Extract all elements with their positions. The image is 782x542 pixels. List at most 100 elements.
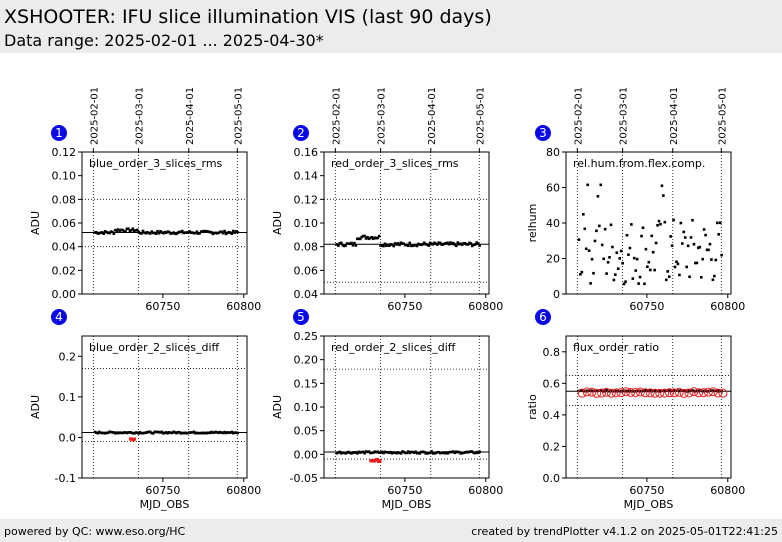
data-point (583, 227, 587, 231)
data-point (118, 229, 121, 233)
parameter-label: blue_order_3_slices_rms (89, 157, 223, 170)
data-point (194, 231, 197, 235)
y-tick-label: 0.16 (294, 146, 319, 159)
data-point (182, 431, 186, 435)
data-point (166, 230, 170, 234)
x-tick-label: 60750 (629, 484, 664, 497)
data-point (335, 451, 339, 455)
data-point (672, 218, 675, 222)
x-tick-label: 60800 (468, 484, 503, 497)
data-point (130, 431, 133, 434)
data-point (434, 242, 438, 245)
data-point (114, 431, 117, 435)
data-point (691, 218, 694, 222)
flagged-point (699, 388, 708, 398)
x-tick-label: 60800 (710, 484, 745, 497)
data-point (634, 389, 638, 393)
panel-number: 1 (55, 126, 63, 140)
data-point (695, 389, 699, 392)
data-point (593, 239, 597, 243)
plot-frame (323, 151, 490, 295)
data-point (221, 431, 225, 435)
data-point (105, 431, 108, 435)
data-point (95, 431, 98, 434)
data-point (96, 232, 100, 235)
data-point (140, 431, 143, 435)
data-point (456, 450, 460, 454)
data-point (99, 231, 103, 234)
data-point (175, 431, 178, 435)
data-point (134, 431, 138, 434)
data-point (609, 223, 613, 227)
y-axis-label: ADU (271, 395, 284, 419)
data-point (583, 389, 587, 393)
data-point (151, 231, 155, 235)
x-axis-label: MJD_OBS (624, 498, 674, 511)
data-point (202, 431, 206, 435)
data-point (689, 236, 693, 239)
data-point (164, 431, 168, 434)
x-tick-label: 60800 (226, 300, 261, 313)
data-point (109, 430, 113, 434)
data-point (214, 231, 218, 235)
data-point (457, 242, 461, 246)
data-point (436, 243, 439, 246)
data-point (622, 282, 626, 286)
data-point (180, 431, 184, 435)
data-point (460, 243, 464, 246)
data-point (475, 241, 479, 244)
data-point (224, 431, 228, 435)
data-point (131, 227, 135, 231)
panel-number: 2 (297, 126, 305, 140)
data-point (436, 451, 439, 454)
data-point (421, 450, 425, 454)
data-point (692, 242, 696, 246)
data-point (683, 236, 687, 239)
data-point (93, 430, 97, 434)
data-point (364, 450, 368, 453)
data-point (392, 244, 396, 248)
data-point (389, 243, 393, 246)
data-point (377, 451, 381, 454)
data-point (715, 221, 719, 225)
data-point (218, 230, 222, 234)
y-tick-label: -0.05 (290, 472, 318, 485)
data-point (681, 242, 684, 245)
data-point (146, 231, 149, 234)
data-point (685, 390, 688, 393)
data-point (379, 244, 382, 247)
data-point (163, 431, 167, 435)
y-tick-label: 0.14 (294, 170, 319, 183)
data-point (198, 231, 202, 235)
panel-number-badge (293, 309, 309, 325)
data-point (401, 242, 404, 245)
data-point (227, 230, 231, 234)
y-tick-label: 80 (546, 146, 560, 159)
data-point (603, 227, 607, 231)
data-point (379, 451, 382, 454)
data-point (440, 451, 444, 455)
data-point (230, 430, 234, 434)
parameter-label: blue_order_2_slices_diff (89, 341, 220, 354)
data-point (586, 183, 589, 187)
data-point (441, 243, 445, 246)
data-point (708, 389, 712, 392)
data-point (127, 227, 130, 231)
data-point (179, 432, 183, 435)
data-point (631, 277, 635, 280)
data-point (704, 389, 707, 392)
data-point (446, 452, 449, 455)
flagged-point (132, 437, 137, 441)
data-point (466, 450, 470, 454)
y-tick-label: 0.20 (294, 354, 319, 367)
data-point (233, 231, 237, 234)
data-point (675, 260, 678, 264)
data-point (140, 232, 143, 235)
data-point (347, 450, 350, 454)
data-point (717, 389, 721, 393)
data-point (599, 183, 603, 187)
flagged-point (708, 387, 718, 397)
data-point (450, 450, 454, 454)
data-point (226, 431, 229, 434)
data-point (711, 278, 715, 282)
